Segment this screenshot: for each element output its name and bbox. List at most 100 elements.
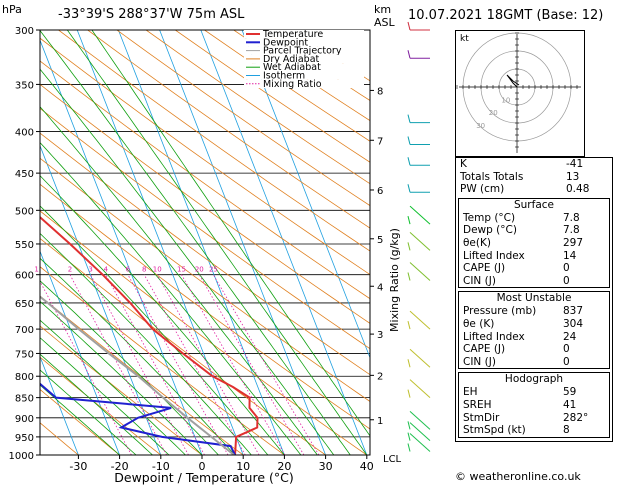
- isotherm-line: [40, 144, 162, 455]
- hodograph-param-row: StmSpd (kt) 8: [459, 424, 609, 437]
- index-row: Totals Totals 13: [456, 171, 612, 184]
- wind-barb: [409, 348, 431, 368]
- isotherm-line: [40, 39, 203, 455]
- index-label: PW (cm): [460, 183, 505, 196]
- surface-row: Temp (°C) 7.8: [459, 212, 609, 225]
- mixing-ratio-line: [213, 274, 320, 455]
- wet-adiabat: [40, 30, 351, 455]
- surface-row: CAPE (J) 0: [459, 262, 609, 275]
- mixing-ratio-tick: 25: [209, 266, 218, 274]
- mixing-ratio-line: [156, 274, 260, 455]
- indices-rows: K -41 Totals Totals 13 PW (cm) 0.48: [456, 158, 612, 196]
- hodograph-trace: [506, 74, 520, 88]
- temperature-axis: -30 -20 -10 0 10 20 30 40: [69, 455, 374, 473]
- parcel-trajectory-line: [40, 295, 235, 455]
- hodograph-kt-label: kt: [460, 34, 469, 44]
- height-axis: 8 7 6 5 4 3 2 1: [369, 30, 383, 455]
- wet-adiabat: [66, 30, 368, 455]
- surface-value: 0: [563, 274, 570, 287]
- pressure-tick-label: 700: [15, 325, 34, 336]
- surface-label: Temp (°C): [463, 211, 516, 224]
- surface-label: CAPE (J): [463, 262, 506, 275]
- hodograph-ring-label: 10: [501, 97, 510, 105]
- pressure-tick-label: 550: [15, 240, 34, 251]
- hodograph-param-row: EH 59: [459, 386, 609, 399]
- mixing-ratio-line: [69, 274, 167, 455]
- dry-adiabat: [40, 107, 370, 350]
- wind-barb: [409, 433, 431, 452]
- legend-entry: Dewpoint: [263, 37, 308, 48]
- hodograph-param-label: StmDir: [463, 411, 500, 424]
- isotherm-line: [76, 30, 244, 455]
- most-unstable-row: CAPE (J) 0: [459, 343, 609, 356]
- km-tick-label: 2: [377, 371, 383, 382]
- wet-adiabat: [40, 141, 302, 455]
- wet-adiabat: [40, 106, 318, 455]
- km-tick-label: 7: [377, 136, 383, 147]
- hodograph-param-label: EH: [463, 386, 478, 399]
- index-row: K -41: [456, 158, 612, 171]
- most-unstable-row: Pressure (mb) 837: [459, 305, 609, 318]
- wind-barbs: [407, 21, 431, 452]
- surface-label: CIN (J): [463, 274, 496, 287]
- pressure-unit-label: hPa: [2, 3, 22, 16]
- legend-entry: Mixing Ratio: [263, 79, 322, 90]
- wet-adiabat: [40, 280, 219, 455]
- most-unstable-label: CIN (J): [463, 355, 496, 368]
- dry-adiabat: [40, 60, 370, 300]
- hodograph-ring-label: 30: [476, 122, 485, 130]
- dry-adiabat: [87, 30, 370, 229]
- dry-adiabat: [145, 30, 370, 185]
- mixing-ratio-tick: 1: [34, 266, 38, 274]
- km-tick-label: 1: [377, 416, 383, 427]
- hodograph-param-value: 41: [563, 398, 577, 411]
- temperature-tick-label: -20: [111, 460, 129, 473]
- wind-barb: [409, 379, 431, 399]
- hodograph-section-title: Hodograph: [504, 373, 564, 386]
- temperature-tick-label: 40: [360, 460, 374, 473]
- surface-row: θe(K) 297: [459, 237, 609, 250]
- most-unstable-row: CIN (J) 0: [459, 356, 609, 369]
- surface-title: Surface: [513, 198, 554, 211]
- hodograph-section: Hodograph EH 59 SREH 41 StmDir 282° StmSpd (kt…: [458, 372, 610, 438]
- hodograph-param-row: SREH 41: [459, 399, 609, 412]
- pressure-tick-label: 650: [15, 299, 34, 310]
- wind-barb: [409, 422, 431, 441]
- location-title: -33°39'S 288°37'W 75m ASL: [58, 7, 245, 22]
- isotherm-line: [241, 30, 370, 359]
- wet-adiabat: [40, 353, 153, 455]
- wet-adiabat: [40, 337, 170, 455]
- background-lines: [40, 30, 370, 455]
- hodograph-param-label: StmSpd (kt): [463, 424, 526, 437]
- temperature-tick-label: 20: [277, 460, 291, 473]
- wind-barb: [409, 411, 431, 430]
- temperature-tick-label: 30: [319, 460, 333, 473]
- copyright: © weatheronline.co.uk: [455, 470, 581, 483]
- dry-adiabat: [40, 183, 370, 430]
- wet-adiabat: [91, 30, 370, 437]
- datetime-title: 10.07.2021 18GMT (Base: 12): [408, 8, 604, 23]
- wet-adiabat: [40, 369, 137, 455]
- most-unstable-label: Lifted Index: [463, 330, 525, 343]
- most-unstable-section: Most Unstable Pressure (mb) 837 θe (K) 304 L…: [458, 291, 610, 370]
- asl-label: ASL: [374, 16, 395, 29]
- dewpoint-line: [40, 382, 236, 455]
- wet-adiabat: [40, 68, 335, 455]
- index-row: PW (cm) 0.48: [456, 183, 612, 196]
- mixing-ratio-tick: 15: [177, 266, 186, 274]
- km-tick-label: 3: [377, 330, 383, 341]
- wet-adiabat: [40, 257, 236, 455]
- most-unstable-title: Most Unstable: [496, 292, 572, 305]
- dry-adiabat: [116, 30, 370, 207]
- surface-label: Lifted Index: [463, 249, 525, 262]
- most-unstable-label: Pressure (mb): [463, 305, 537, 318]
- surface-value: 7.8: [563, 211, 580, 224]
- dry-adiabat: [40, 325, 203, 455]
- wet-adiabat: [40, 175, 285, 455]
- pressure-tick-label: 350: [15, 80, 34, 91]
- km-tick-label: 5: [377, 235, 383, 246]
- mixing-ratio-line: [181, 274, 286, 455]
- hodograph-param-value: 59: [563, 386, 577, 399]
- surface-label: Dewp (°C): [463, 224, 517, 237]
